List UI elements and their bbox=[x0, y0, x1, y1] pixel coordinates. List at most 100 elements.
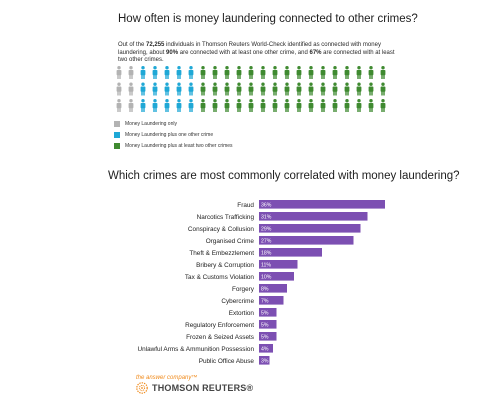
person-icon bbox=[116, 82, 122, 96]
bar bbox=[259, 200, 385, 209]
person-icon bbox=[320, 82, 326, 96]
intro-highlight: 67% bbox=[309, 49, 322, 56]
person-icon bbox=[140, 82, 146, 96]
bar bbox=[259, 284, 287, 293]
intro-highlight: 72,255 bbox=[146, 42, 165, 48]
bar bbox=[259, 344, 273, 353]
category-label: Theft & Embezzlement bbox=[189, 250, 254, 257]
category-label: Regulatory Enforcement bbox=[185, 322, 254, 329]
person-icon bbox=[164, 66, 170, 79]
intro-text-run: are connected with at least one other cr… bbox=[178, 49, 310, 56]
person-icon bbox=[272, 66, 278, 79]
bar-value-label: 5% bbox=[261, 311, 269, 317]
person-icon bbox=[236, 99, 242, 112]
person-icon bbox=[128, 99, 134, 112]
bar-value-label: 5% bbox=[261, 323, 269, 329]
category-label: Public Office Abuse bbox=[199, 358, 255, 365]
person-icon bbox=[380, 66, 386, 79]
section-title-correlated-crimes: Which crimes are most commonly correlate… bbox=[108, 170, 460, 182]
bar-value-label: 11% bbox=[261, 263, 271, 269]
bar bbox=[259, 356, 270, 365]
blue-square-icon bbox=[114, 131, 120, 138]
person-icon bbox=[212, 66, 218, 79]
person-icon bbox=[248, 82, 254, 96]
person-icon bbox=[284, 82, 290, 96]
person-icon bbox=[344, 66, 350, 79]
bar-value-label: 27% bbox=[261, 239, 272, 245]
person-icon bbox=[284, 66, 290, 79]
bar bbox=[259, 248, 322, 257]
person-icon bbox=[380, 99, 386, 112]
bar-value-label: 31% bbox=[261, 215, 272, 221]
pictograph-legend: Money Laundering only Money Laundering pl… bbox=[114, 118, 233, 151]
person-icon bbox=[284, 99, 290, 112]
person-icon bbox=[236, 66, 242, 79]
thomson-reuters-logo-icon bbox=[136, 382, 148, 394]
person-icon bbox=[152, 82, 158, 96]
person-icon bbox=[260, 99, 266, 112]
person-icon bbox=[140, 99, 146, 112]
people-pictograph bbox=[116, 66, 386, 112]
person-icon bbox=[176, 66, 182, 79]
person-icon bbox=[188, 66, 194, 79]
person-icon bbox=[164, 82, 170, 96]
brand-block: the answer company™ THOMSON REUTERS® bbox=[136, 375, 253, 394]
legend-label: Money Laundering plus at least two other… bbox=[125, 142, 233, 149]
person-icon bbox=[176, 99, 182, 112]
person-icon bbox=[344, 99, 350, 112]
person-icon bbox=[188, 99, 194, 112]
person-icon bbox=[224, 82, 230, 96]
bar bbox=[259, 296, 284, 305]
legend-label: Money Laundering plus one other crime bbox=[125, 131, 214, 138]
person-icon bbox=[224, 99, 230, 112]
person-icon bbox=[272, 99, 278, 112]
person-icon bbox=[116, 99, 122, 112]
brand-tagline: the answer company™ bbox=[136, 375, 198, 381]
person-icon bbox=[260, 82, 266, 96]
green-square-icon bbox=[114, 142, 120, 149]
person-icon bbox=[320, 66, 326, 79]
person-icon bbox=[212, 82, 218, 96]
person-icon bbox=[152, 66, 158, 79]
person-icon bbox=[116, 66, 122, 79]
person-icon bbox=[224, 66, 230, 79]
bar bbox=[259, 236, 354, 245]
person-icon bbox=[212, 99, 218, 112]
bar bbox=[259, 272, 294, 281]
person-icon bbox=[320, 99, 326, 112]
category-label: Frozen & Seized Assets bbox=[186, 334, 254, 341]
person-icon bbox=[152, 99, 158, 112]
bar bbox=[259, 308, 277, 317]
person-icon bbox=[356, 99, 362, 112]
person-icon bbox=[272, 82, 278, 96]
person-icon bbox=[332, 66, 338, 79]
category-label: Bribery & Corruption bbox=[196, 262, 254, 269]
gray-square-icon bbox=[114, 120, 120, 127]
person-icon bbox=[248, 99, 254, 112]
bar-value-label: 29% bbox=[261, 227, 272, 233]
legend-item: Money Laundering only bbox=[114, 118, 233, 129]
person-icon bbox=[308, 82, 314, 96]
person-icon bbox=[176, 82, 182, 96]
intro-text-run: individuals in Thomson Reuters World-Che… bbox=[118, 42, 381, 56]
person-icon bbox=[296, 66, 302, 79]
person-icon bbox=[368, 66, 374, 79]
person-icon bbox=[188, 82, 194, 96]
category-label: Fraud bbox=[237, 202, 254, 209]
person-icon bbox=[128, 66, 134, 79]
person-icon bbox=[356, 82, 362, 96]
person-icon bbox=[260, 66, 266, 79]
bar bbox=[259, 320, 277, 329]
category-label: Forgery bbox=[232, 286, 255, 293]
person-icon bbox=[308, 99, 314, 112]
bar-value-label: 7% bbox=[261, 299, 269, 305]
person-icon bbox=[368, 99, 374, 112]
category-label: Organised Crime bbox=[206, 238, 255, 245]
category-label: Unlawful Arms & Ammunition Possession bbox=[138, 346, 255, 353]
bar-value-label: 10% bbox=[261, 275, 272, 281]
category-label: Extortion bbox=[229, 310, 255, 317]
category-label: Narcotics Trafficking bbox=[197, 214, 255, 221]
section-title-crime-connection: How often is money laundering connected … bbox=[118, 13, 418, 25]
bar bbox=[259, 212, 368, 221]
person-icon bbox=[296, 99, 302, 112]
